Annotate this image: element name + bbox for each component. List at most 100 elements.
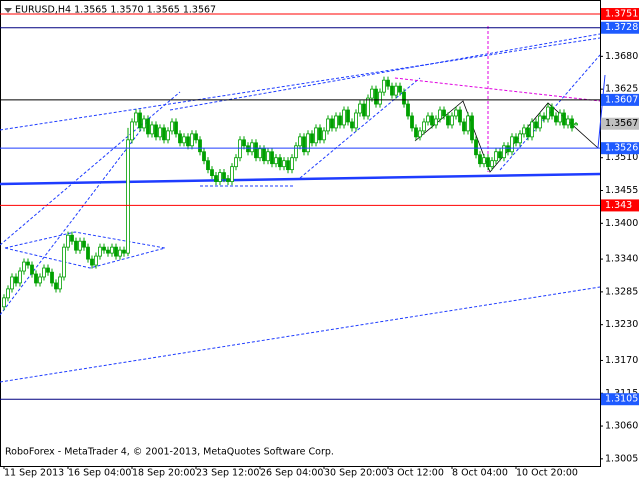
candle-body: [146, 118, 150, 135]
x-tick-label: 30 Sep 20:00: [324, 468, 387, 479]
candle-body: [206, 160, 210, 171]
candle-body: [422, 121, 426, 132]
candle-body: [298, 136, 302, 147]
candle-body: [54, 282, 58, 290]
footer: RoboForex - MetaTrader 4, © 2001-2013, M…: [5, 447, 334, 458]
candle-body: [174, 121, 178, 135]
price-level-box: [601, 393, 639, 406]
candle-body: [218, 172, 222, 182]
candle-body: [158, 127, 162, 138]
y-tick-label: 1.3455: [605, 185, 638, 196]
candle-body: [470, 115, 474, 141]
candle-body: [194, 133, 198, 141]
price-level-box: [601, 21, 639, 34]
candle-body: [214, 175, 218, 182]
candle-body: [154, 124, 158, 138]
candle-body: [494, 151, 498, 162]
price-level-label: 1.3526: [605, 143, 638, 154]
candle-body: [474, 139, 478, 156]
candle-body: [222, 172, 226, 179]
candle-body: [50, 271, 54, 284]
candle-body: [258, 148, 262, 159]
candle-body: [278, 157, 282, 168]
candle-body: [266, 151, 270, 162]
candle-body: [358, 103, 362, 114]
header-icon: [4, 8, 12, 13]
candle-body: [66, 234, 70, 248]
candle-body: [542, 115, 546, 120]
price-level-label: 1.3607: [605, 94, 638, 105]
candle-body: [454, 109, 458, 117]
candle-body: [254, 142, 258, 159]
candle-body: [202, 151, 206, 162]
candle-body: [558, 112, 562, 123]
candle-body: [18, 270, 22, 284]
y-tick-label: 1.3170: [605, 355, 638, 366]
candle-body: [334, 115, 338, 129]
y-tick-label: 1.3400: [605, 218, 638, 229]
candle-body: [234, 157, 238, 168]
candle-body: [518, 133, 522, 144]
candle-body: [250, 142, 254, 153]
candle-body: [326, 118, 330, 132]
candle-body: [434, 118, 438, 126]
candle-body: [462, 121, 466, 132]
candle-body: [30, 264, 34, 275]
candle-body: [310, 133, 314, 144]
x-tick-label: 3 Oct 12:00: [388, 468, 444, 479]
candle-body: [166, 130, 170, 141]
candle-body: [562, 112, 566, 126]
x-tick-label: 23 Sep 12:00: [196, 468, 259, 479]
price-level-label: 1.343: [605, 200, 632, 211]
candle-body: [134, 112, 138, 123]
candle-body: [102, 246, 106, 251]
x-tick-label: 16 Sep 04:00: [68, 468, 131, 479]
candle-body: [386, 79, 390, 87]
candle-body: [406, 103, 410, 117]
candle-body: [306, 133, 310, 153]
candle-body: [150, 124, 154, 135]
y-tick-label: 1.3680: [605, 51, 638, 62]
candle-body: [374, 88, 378, 105]
candle-body: [370, 88, 374, 99]
x-tick-label: 11 Sep 2013: [4, 468, 64, 479]
candle-body: [446, 115, 450, 126]
candle-body: [230, 166, 234, 182]
candle-body: [506, 145, 510, 153]
y-tick-label: 1.3230: [605, 319, 638, 330]
candle-body: [98, 246, 102, 257]
price-level-box: [601, 93, 639, 106]
candle-body: [122, 249, 126, 254]
candle-body: [414, 127, 418, 138]
candle-body: [502, 145, 506, 159]
candle-body: [38, 276, 42, 284]
candle-body: [242, 139, 246, 147]
candle-body: [526, 127, 530, 138]
y-tick-label: 1.3510: [605, 152, 638, 163]
candle-body: [290, 157, 294, 171]
candle-body: [546, 106, 550, 120]
candle-body: [534, 121, 538, 129]
candle-body: [178, 133, 182, 144]
candle-body: [130, 121, 134, 141]
candle-body: [294, 145, 298, 159]
price-level-box: [601, 8, 639, 21]
candle-body: [378, 91, 382, 105]
x-tick-label: 10 Oct 20:00: [516, 468, 578, 479]
y-tick-label: 1.3060: [605, 421, 638, 432]
price-level-box: [601, 199, 639, 212]
x-tick-label: 18 Sep 20:00: [132, 468, 195, 479]
candle-body: [426, 115, 430, 123]
candle-body: [466, 115, 470, 132]
candle-body: [170, 121, 174, 132]
candle-body: [522, 127, 526, 135]
price-level-label: 1.3751: [605, 9, 638, 20]
candle-body: [498, 151, 502, 159]
candle-body: [574, 123, 578, 126]
candle-body: [106, 249, 110, 254]
candle-body: [538, 115, 542, 129]
candle-body: [6, 288, 10, 299]
candle-body: [318, 127, 322, 141]
candle-body: [514, 136, 518, 144]
